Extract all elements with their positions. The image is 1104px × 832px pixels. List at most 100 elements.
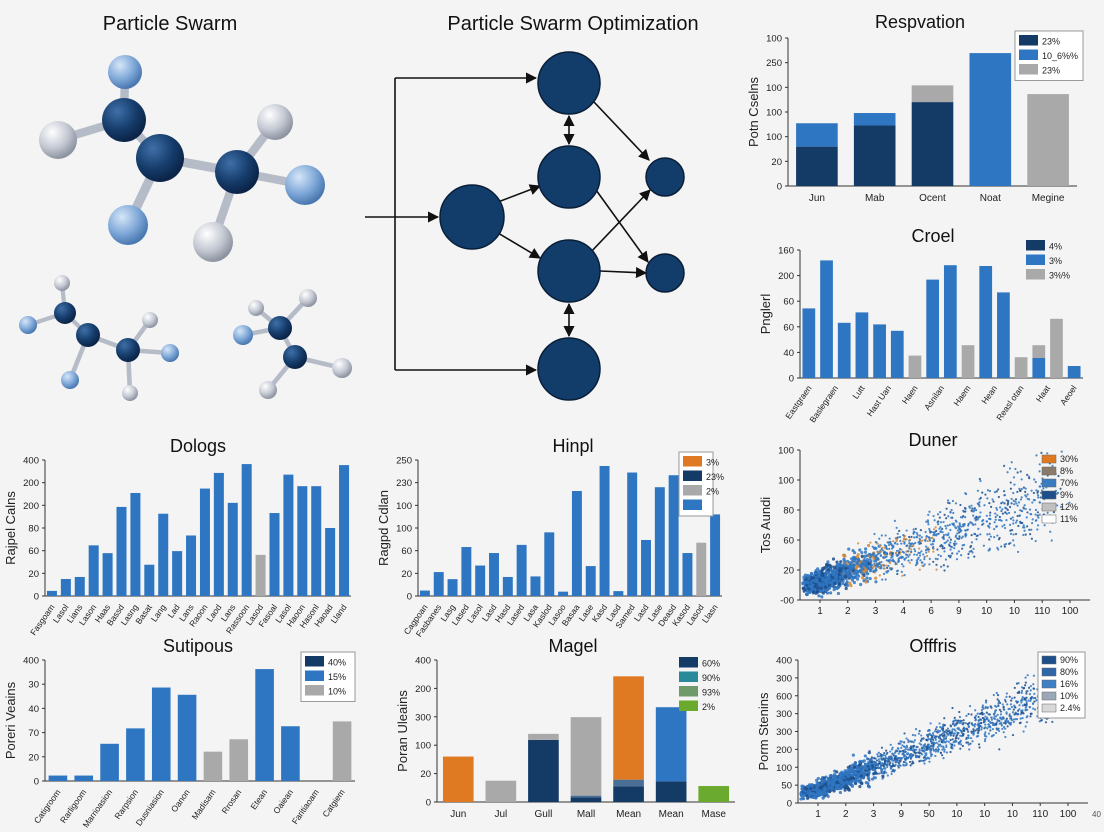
bar-segment [1067,366,1081,378]
legend-swatch [1041,691,1057,701]
bar-segment [613,676,644,780]
scatter-point [1024,684,1027,687]
scatter-point [859,781,864,785]
scatter-point [895,539,898,542]
scatter-point [845,562,849,566]
scatter-point [1019,470,1022,473]
scatter-point [1013,483,1016,486]
y-tick-label: 0 [777,182,782,193]
scatter-point [910,550,913,553]
scatter-point [822,566,826,571]
atom [76,323,100,347]
scatter-point [822,776,826,780]
scatter-point [874,554,878,558]
scatter-point [837,775,841,780]
scatter-point [801,582,805,586]
bar-segment [442,756,474,802]
scatter-point [1020,487,1023,491]
scatter-point [890,748,894,751]
legend-label: 4% [1049,242,1062,252]
y-axis-label: Pnglerl [758,294,773,335]
scatter-point [820,573,824,577]
scatter-point [957,550,960,553]
scatter-point [946,565,949,568]
scatter-point [833,581,837,585]
scatter-point [949,725,953,728]
bar [332,721,352,781]
bar [144,564,155,596]
scatter-point [1035,489,1038,492]
scatter-point [980,708,984,712]
atom [193,222,233,262]
scatter-point [1009,487,1013,490]
scatter-point [915,553,919,556]
network-diagram: Particle Swarm Optimization [365,13,699,401]
scatter-point [900,563,904,566]
scatter-point [887,564,890,567]
bar-segment [969,53,1012,186]
scatter-point [1032,498,1036,502]
atom [248,300,264,316]
scatter-point [1003,526,1007,530]
x-tick-label: Hean [979,383,999,406]
scatter-point [943,569,946,572]
scatter-point [927,513,930,516]
bar-segment [485,780,517,802]
scatter-point [1043,524,1046,527]
scatter-point [904,553,908,556]
legend-label: 2% [706,487,719,497]
legend-swatch [683,470,702,481]
legend-label: 15% [328,672,346,682]
scatter-point [989,720,992,724]
scatter-point [994,709,998,712]
scatter-point [896,747,900,750]
scatter-point [958,721,961,724]
y-tick-label: 70 [28,728,39,739]
scatter-point [962,719,965,722]
scatter-point [1032,683,1035,686]
x-tick-label: 1 [817,606,823,617]
edge-arrow [497,232,541,259]
scatter-point [911,740,914,743]
scatter-point [885,547,889,550]
scatter-point [886,566,889,569]
scatter-point [1026,473,1029,476]
scatter-point [986,727,989,730]
scatter-point [1020,691,1023,694]
scatter-point [861,759,865,764]
scatter-point [874,580,878,584]
scatter-point [1056,504,1059,507]
bar-segment [911,102,954,186]
scatter-point [922,750,926,753]
scatter-point [947,532,950,535]
scatter-point [1009,517,1013,520]
scatter-point [887,569,890,572]
y-tick-label: 230 [396,478,412,489]
legend-swatch [1019,35,1038,46]
scatter-point [1024,708,1027,711]
scatter-point [1036,494,1040,497]
scatter-point [854,778,858,782]
bar [325,528,336,596]
scatter-point [960,536,963,540]
scatter-point [983,733,986,736]
x-tick-label: 3 [871,809,877,820]
scatter-point [943,717,946,720]
scatter-point [978,746,981,749]
scatter-point [1033,700,1036,703]
scatter-point [1032,491,1035,495]
scatter-point [838,579,842,583]
bar-segment [698,786,730,802]
scatter-point [932,550,935,553]
scatter-point [977,527,980,530]
scatter-point [884,754,887,757]
scatter-point [826,586,831,591]
scatter-point [1027,686,1031,689]
y-tick-label: 0 [34,777,39,788]
scatter-point [997,495,1000,499]
scatter-point [860,576,865,580]
scatter-point [942,520,945,524]
scatter-point [927,535,930,539]
scatter-point [816,586,820,590]
